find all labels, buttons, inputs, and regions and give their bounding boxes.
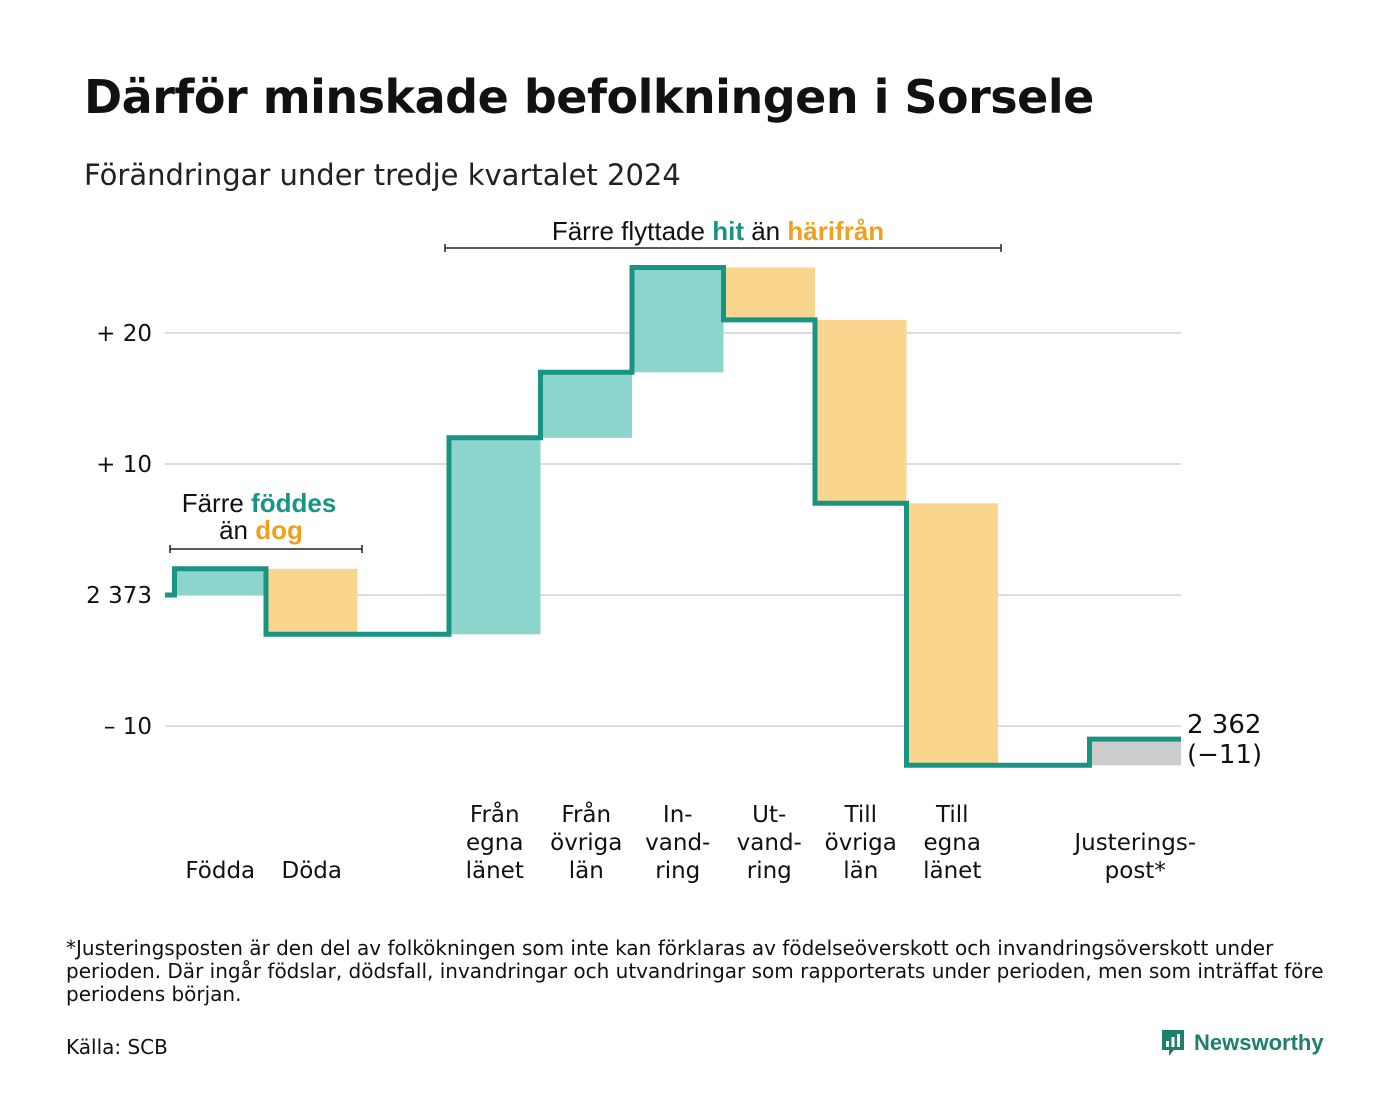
x-category-label: Till	[935, 802, 969, 828]
waterfall-bar	[449, 437, 541, 635]
waterfall-bar	[266, 568, 358, 635]
end-value-label: 2 362	[1187, 710, 1261, 740]
x-category-label: övriga	[550, 830, 622, 856]
annotation-migration: Färre flyttade hit än härifrån	[552, 216, 884, 246]
annotation-births-line2-part: än	[219, 515, 248, 545]
waterfall-bar	[815, 319, 907, 504]
x-category-label: länet	[466, 858, 524, 884]
annotation-births-line2-part: dog	[248, 515, 303, 545]
chart-title: Därför minskade befolkningen i Sorsele	[84, 70, 1094, 124]
brand-name: Newsworthy	[1194, 1030, 1324, 1055]
x-category-label: Födda	[185, 858, 255, 884]
cumulative-step-line	[165, 265, 1181, 768]
waterfall-bar	[1089, 739, 1181, 766]
waterfall-bar	[632, 267, 724, 373]
brand-logo: Newsworthy	[1160, 1028, 1324, 1058]
end-change-label: (−11)	[1187, 740, 1262, 770]
x-category-label: ring	[747, 858, 792, 884]
annotation-migration-part: hit	[705, 216, 744, 246]
annotation-migration-part: härifrån	[780, 216, 884, 246]
x-category-label: län	[843, 858, 878, 884]
x-category-label: ring	[655, 858, 700, 884]
y-tick-label: + 10	[96, 452, 152, 478]
source-label: Källa: SCB	[66, 1035, 168, 1059]
y-tick-label: 2 373	[86, 583, 152, 609]
x-category-label: post*	[1105, 858, 1166, 884]
annotation-births-line1-part: föddes	[244, 488, 336, 518]
x-category-label: egna	[466, 830, 523, 856]
annotation-migration-part: än	[744, 216, 780, 246]
waterfall-bar	[723, 267, 815, 320]
x-category-label: övriga	[825, 830, 897, 856]
x-category-label: Ut-	[752, 802, 786, 828]
waterfall-bar	[540, 372, 632, 438]
annotation-births-line1: Färre föddes	[182, 488, 337, 518]
x-category-label: län	[569, 858, 604, 884]
x-category-label: Från	[470, 800, 520, 828]
annotation-migration-part: Färre flyttade	[552, 216, 705, 246]
x-category-label: Döda	[282, 858, 342, 884]
newsworthy-chart-icon	[1162, 1030, 1184, 1056]
x-category-label: Till	[843, 802, 877, 828]
y-tick-label: – 10	[104, 714, 152, 740]
x-category-label: egna	[924, 830, 981, 856]
waterfall-bar	[906, 503, 998, 766]
x-category-label: vand-	[737, 830, 802, 856]
x-category-label: Justerings-	[1072, 830, 1196, 856]
chart-subtitle: Förändringar under tredje kvartalet 2024	[84, 158, 681, 192]
waterfall-bar	[174, 568, 266, 595]
annotation-births-line2: än dog	[219, 515, 303, 545]
x-category-label: länet	[923, 858, 981, 884]
x-category-label: Från	[561, 800, 611, 828]
y-tick-label: + 20	[96, 321, 152, 347]
x-category-label: In-	[663, 802, 693, 828]
x-category-label: vand-	[645, 830, 710, 856]
annotation-births-line1-part: Färre	[182, 488, 244, 518]
footnote: *Justeringsposten är den del av folkökni…	[66, 936, 1324, 1006]
